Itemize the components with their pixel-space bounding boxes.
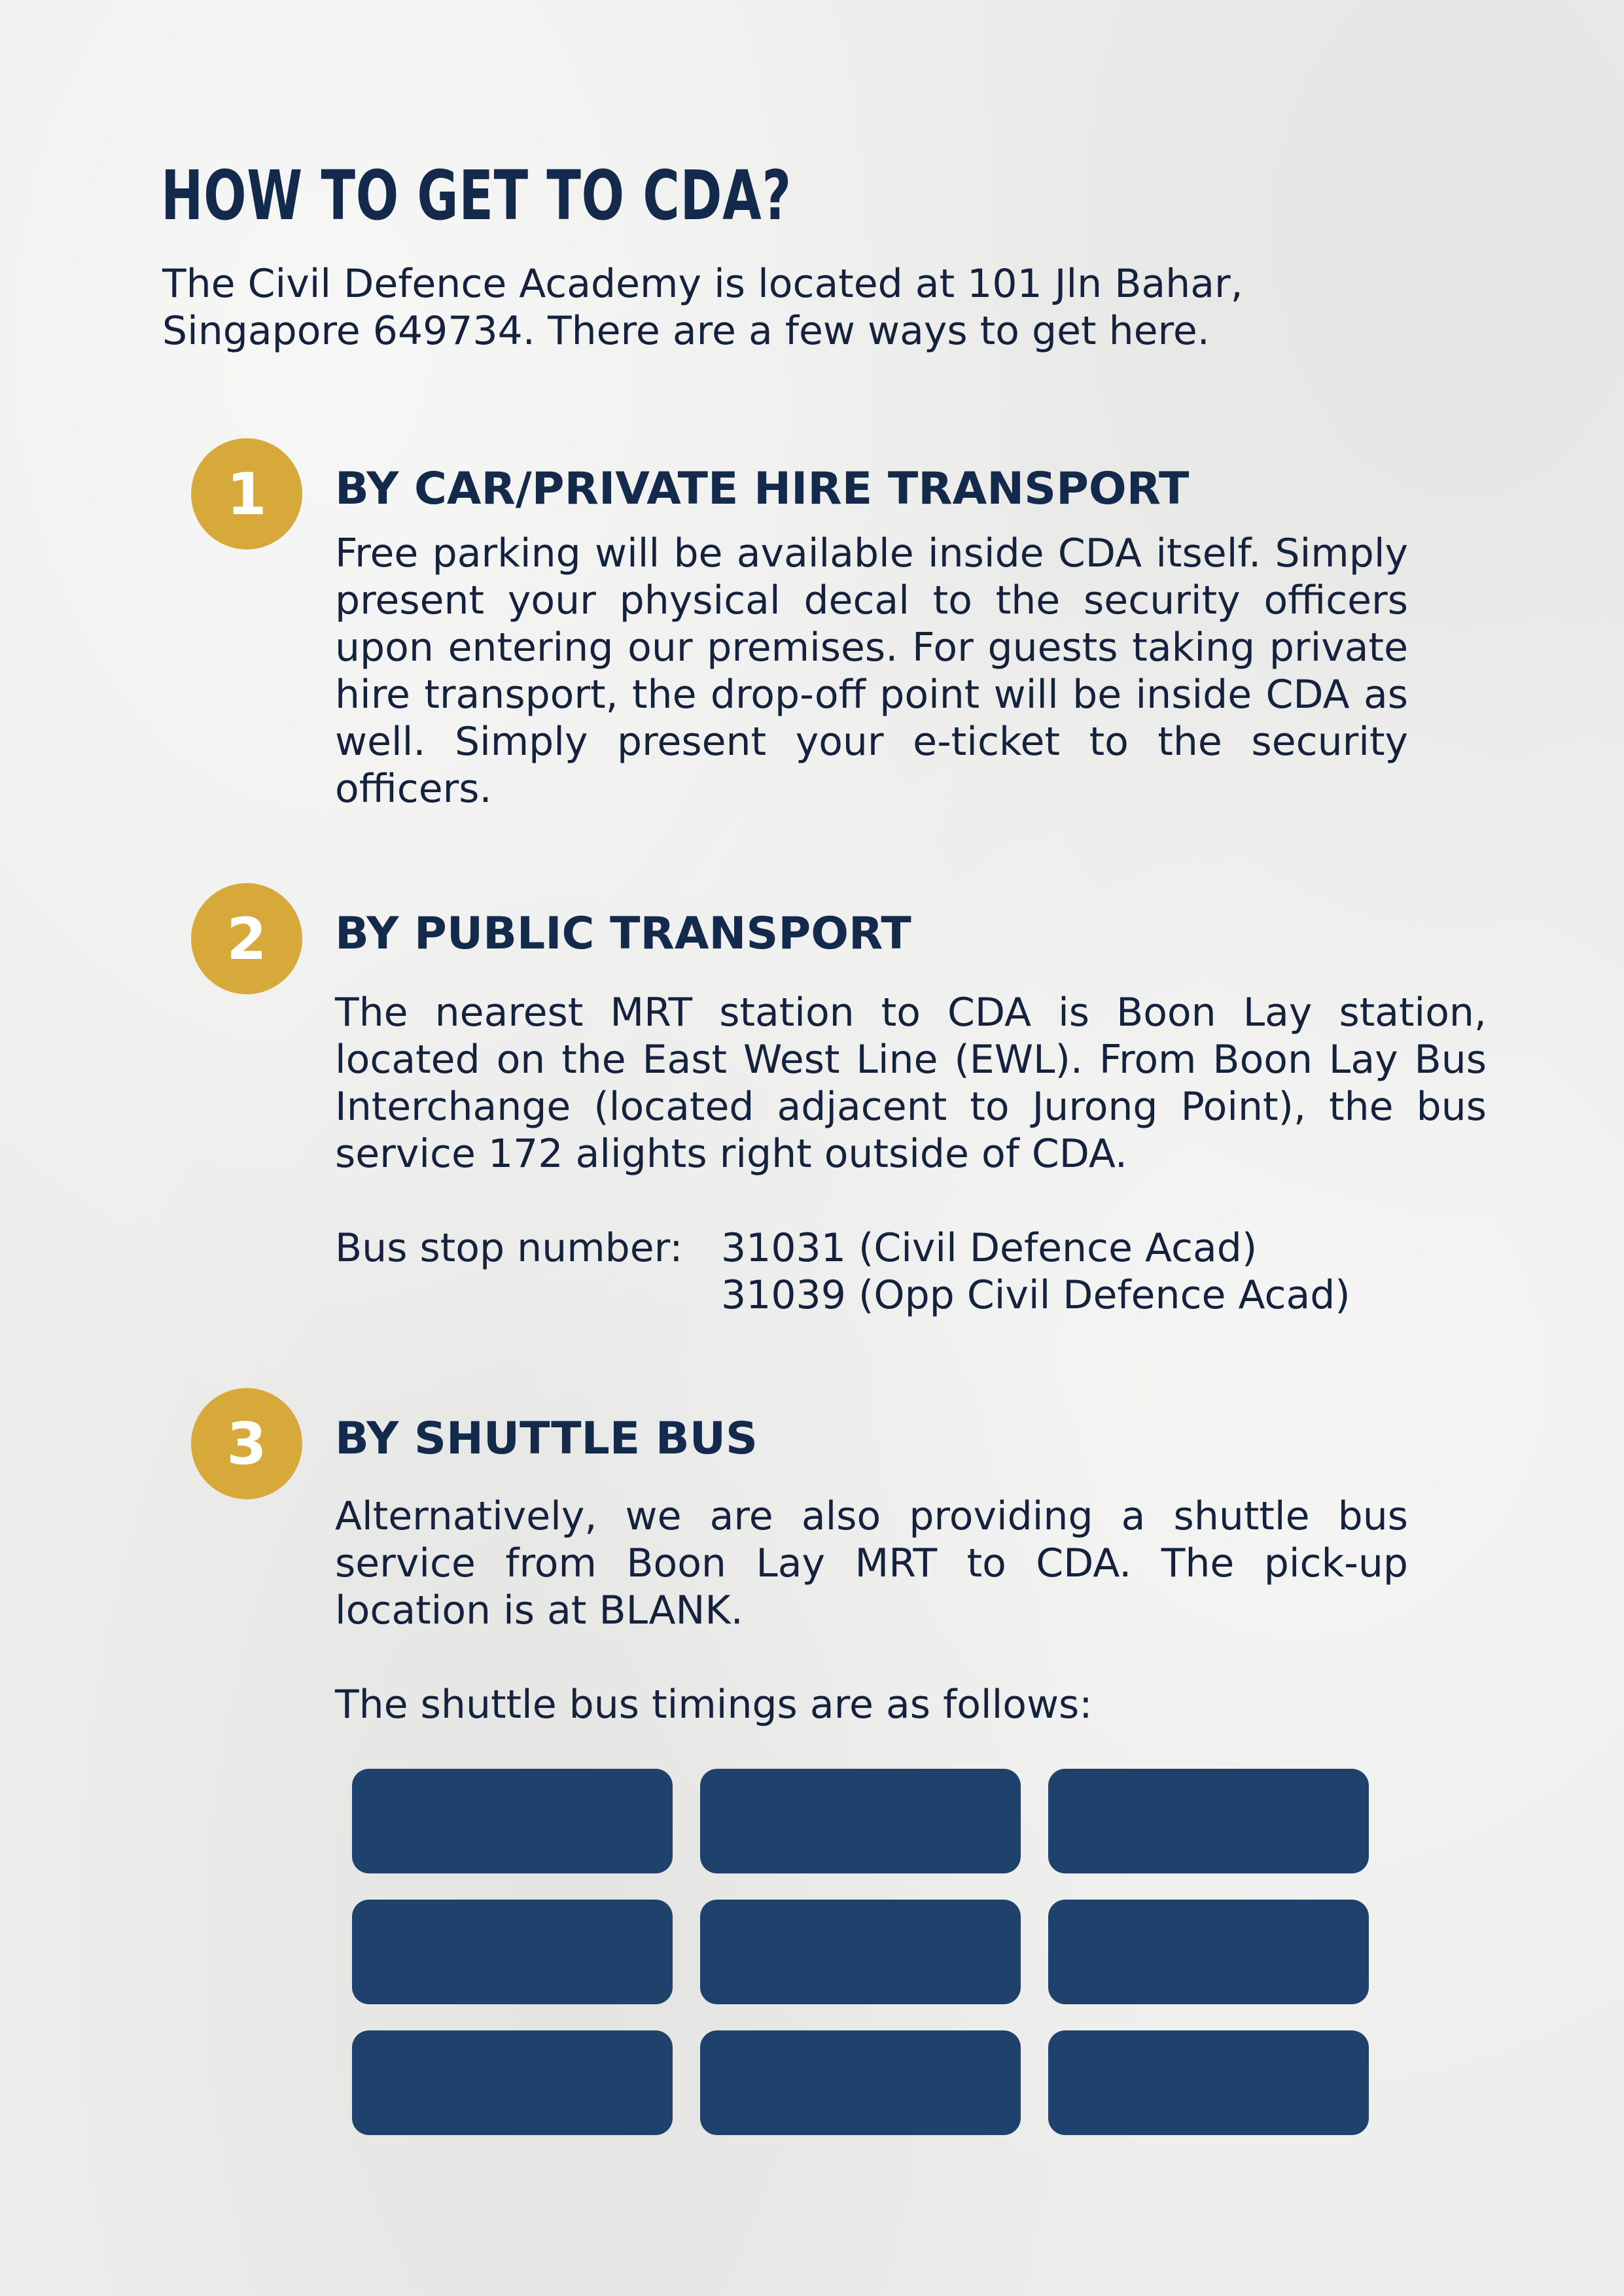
timing-slot xyxy=(700,2030,1021,2135)
section-heading: BY CAR/PRIVATE HIRE TRANSPORT xyxy=(335,463,1190,515)
timing-slot xyxy=(700,1900,1021,2004)
shuttle-timing-grid xyxy=(352,1769,1369,2135)
bus-stop-row: Bus stop number: 31031 (Civil Defence Ac… xyxy=(335,1225,1350,1272)
section-body-text: The nearest MRT station to CDA is Boon L… xyxy=(335,990,1487,1177)
section-heading: BY SHUTTLE BUS xyxy=(335,1413,758,1465)
timing-slot xyxy=(1048,1769,1369,1873)
section-shuttle-bus: 3 BY SHUTTLE BUS Alternatively, we are a… xyxy=(191,1388,1487,1754)
intro-text: The Civil Defence Academy is located at … xyxy=(162,260,1405,355)
shuttle-timings-intro: The shuttle bus timings are as follows: xyxy=(335,1682,1093,1728)
timing-slot xyxy=(352,1900,673,2004)
section-public-transport: 2 BY PUBLIC TRANSPORT The nearest MRT st… xyxy=(191,883,1487,1341)
intro-line-1: The Civil Defence Academy is located at … xyxy=(162,261,1243,307)
bus-stop-list: Bus stop number: 31031 (Civil Defence Ac… xyxy=(335,1225,1350,1319)
section-body-text: Free parking will be available inside CD… xyxy=(335,531,1408,812)
page-title: HOW TO GET TO CDA? xyxy=(161,156,792,235)
step-number-badge: 3 xyxy=(191,1388,302,1499)
section-body-text: Alternatively, we are also providing a s… xyxy=(335,1493,1408,1633)
timing-slot xyxy=(352,2030,673,2135)
section-car: 1 BY CAR/PRIVATE HIRE TRANSPORT Free par… xyxy=(191,438,1487,831)
section-heading: BY PUBLIC TRANSPORT xyxy=(335,908,911,960)
intro-line-2: Singapore 649734. There are a few ways t… xyxy=(162,308,1210,354)
bus-stop-number: 31031 (Civil Defence Acad) xyxy=(721,1225,1258,1271)
timing-slot xyxy=(1048,2030,1369,2135)
bus-stop-label: Bus stop number: xyxy=(335,1225,683,1271)
bus-stop-number: 31039 (Opp Civil Defence Acad) xyxy=(721,1272,1350,1318)
bus-stop-row: 31039 (Opp Civil Defence Acad) xyxy=(335,1272,1350,1319)
step-number-badge: 1 xyxy=(191,438,302,549)
timing-slot xyxy=(352,1769,673,1873)
step-number-badge: 2 xyxy=(191,883,302,994)
timing-slot xyxy=(1048,1900,1369,2004)
timing-slot xyxy=(700,1769,1021,1873)
